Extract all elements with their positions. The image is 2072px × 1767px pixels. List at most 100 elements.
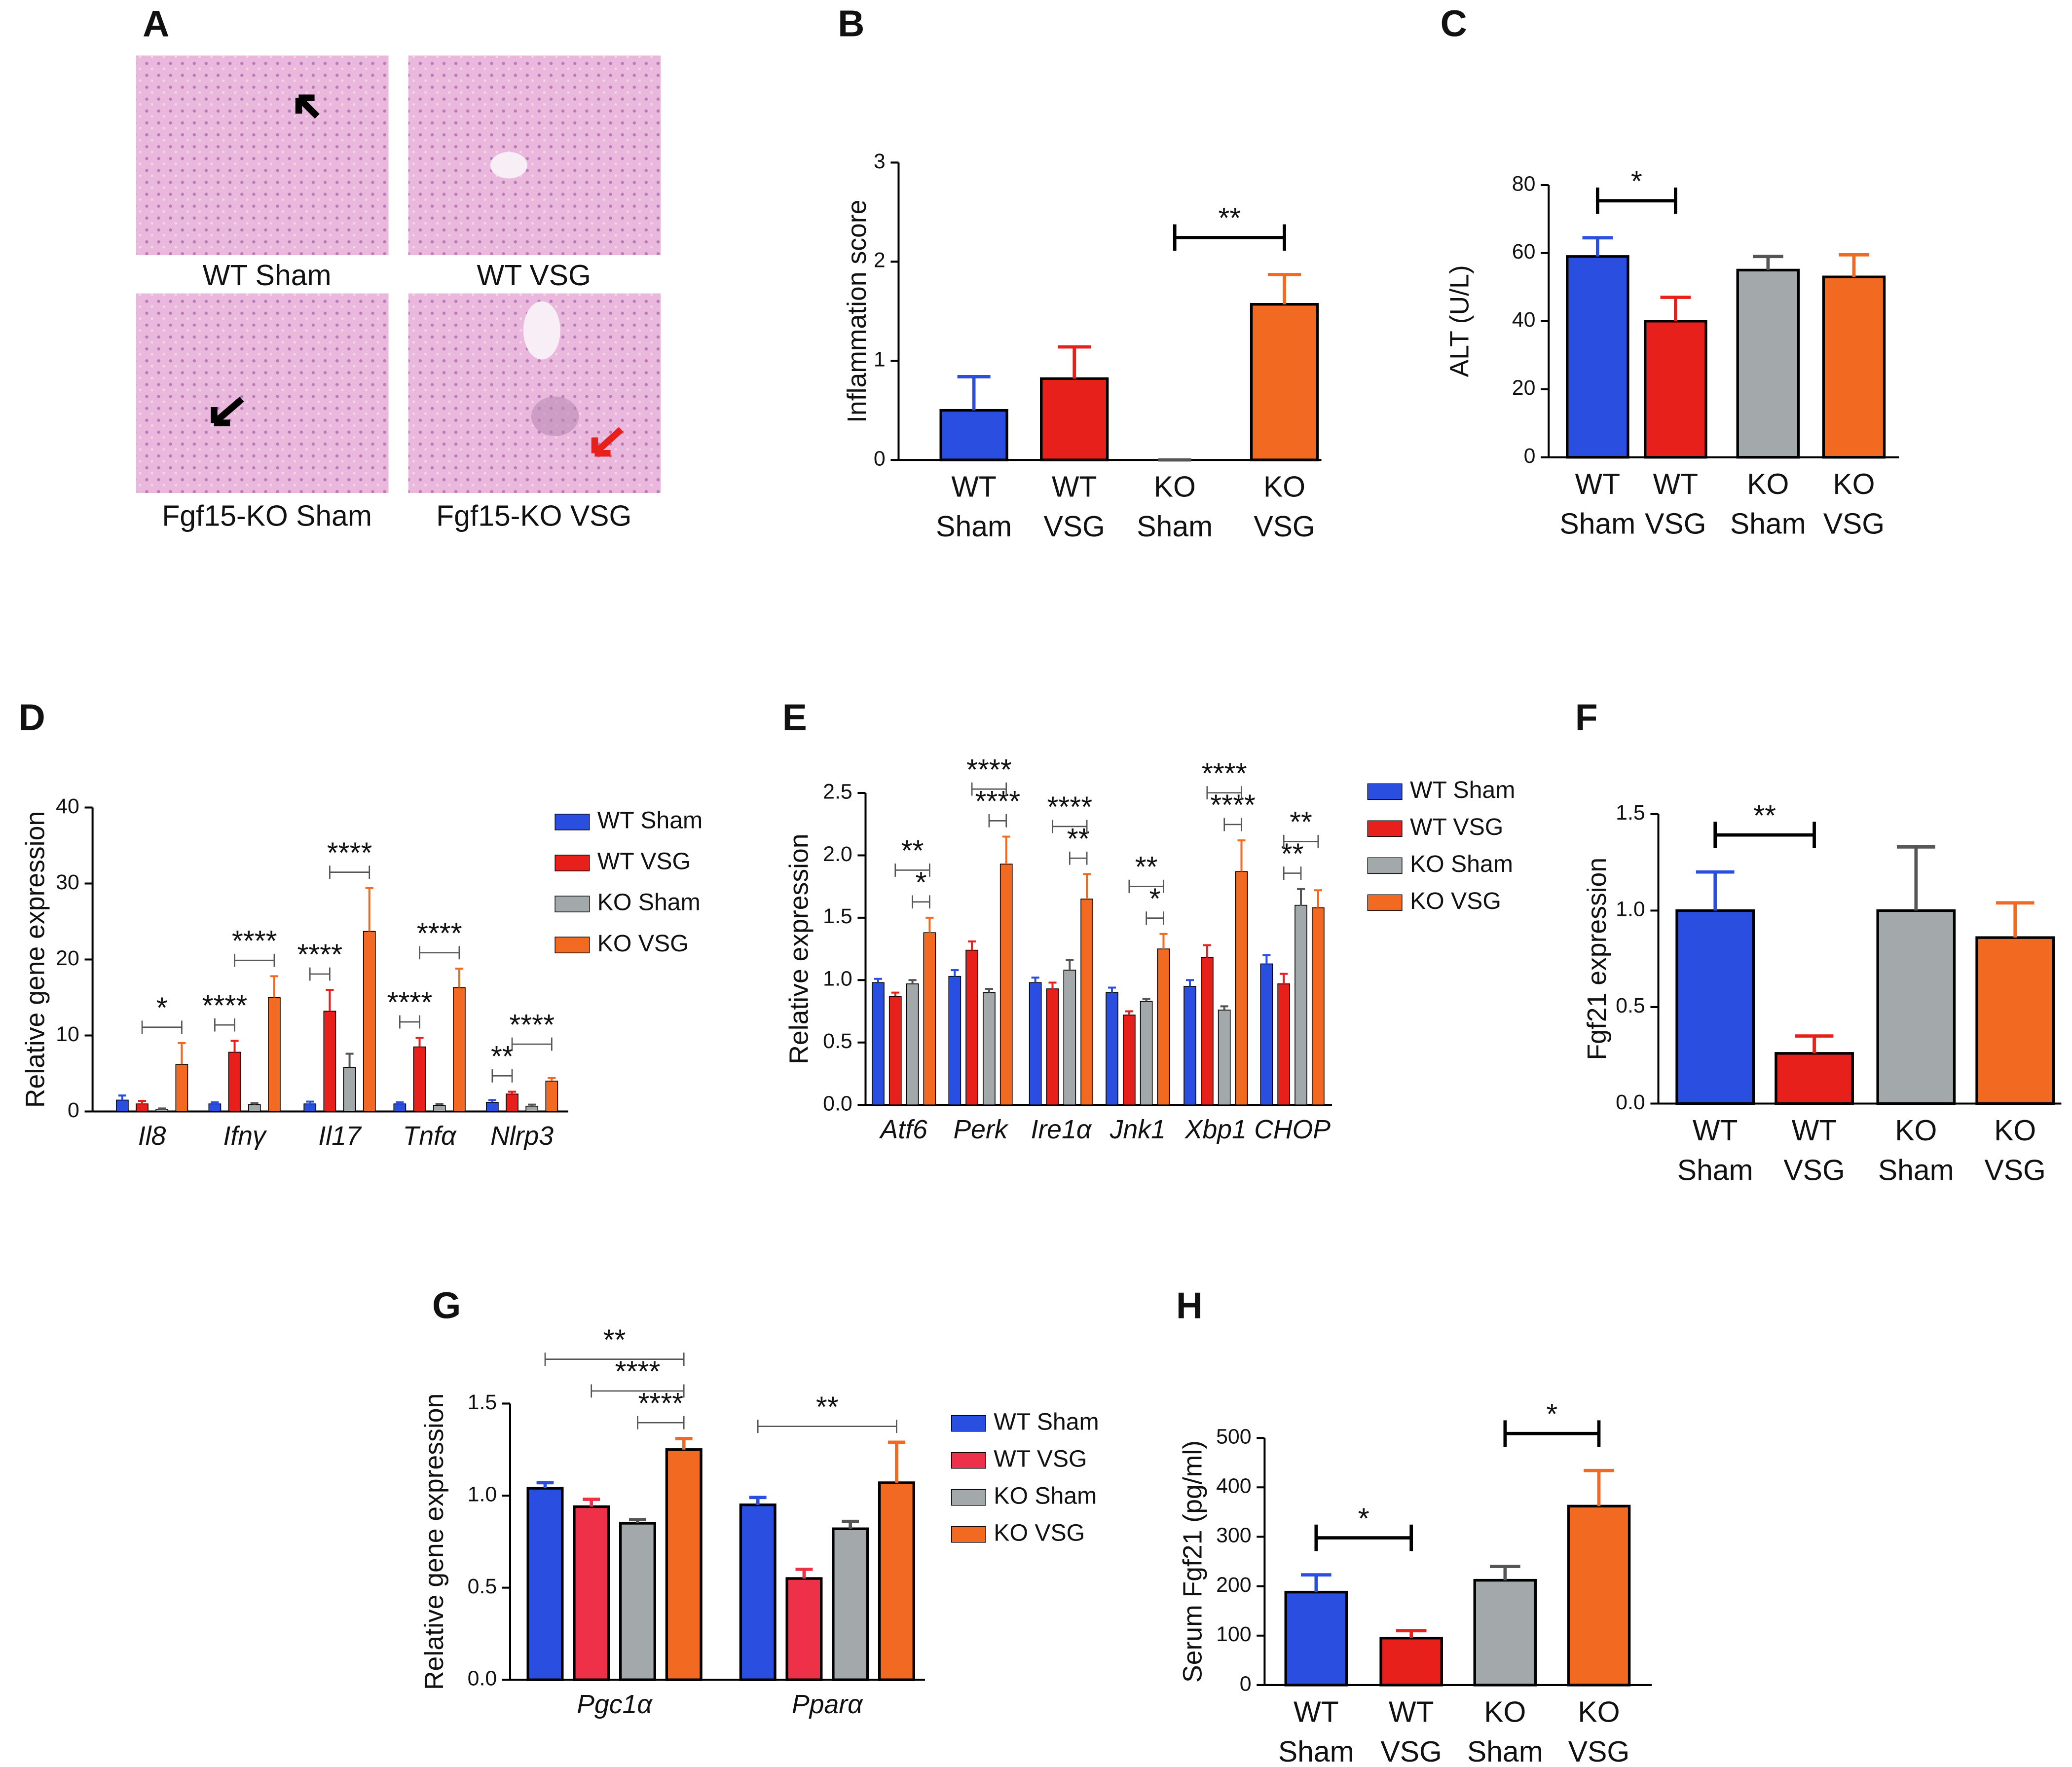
chart: C ALT (U/L) 0 20 40 60 80 WT Sham WT VSG KO Sham KO VS… xyxy=(1441,2,1899,540)
bar xyxy=(506,1093,518,1112)
error-bar xyxy=(891,991,899,997)
error-bar xyxy=(1795,1034,1834,1053)
y-tick-label: 80 xyxy=(1512,172,1536,195)
error-bar xyxy=(1268,273,1301,304)
bar xyxy=(343,1067,356,1112)
error-bar xyxy=(925,916,934,933)
x-tick-label: Sham xyxy=(1467,1736,1543,1767)
chart: D Relative gene expression 0 10 20 30 40 Il8 Ifn… xyxy=(19,697,703,1151)
error-bar xyxy=(528,1103,536,1106)
bar xyxy=(208,1103,222,1112)
y-tick-label: 0.0 xyxy=(468,1667,497,1691)
error-bar xyxy=(326,989,334,1012)
significance-bracket xyxy=(234,953,275,967)
bar xyxy=(303,1103,317,1112)
error-bar xyxy=(415,1037,424,1047)
x-tick-label: Atf6 xyxy=(879,1115,927,1144)
vessel xyxy=(490,152,527,179)
error-bar xyxy=(985,987,993,993)
error-bar xyxy=(118,1094,126,1100)
bar xyxy=(1080,899,1093,1105)
x-tick-label: Pgc1α xyxy=(577,1690,653,1719)
panel-label: A xyxy=(143,2,169,44)
x-tick-label: KO xyxy=(1154,471,1196,503)
error-bar xyxy=(1996,901,2035,938)
bar xyxy=(433,1105,446,1112)
panel-label: E xyxy=(782,697,807,738)
error-bar xyxy=(1696,870,1735,911)
caption: WT VSG xyxy=(477,260,591,292)
error-bar xyxy=(270,975,278,998)
significance-label: ** xyxy=(1281,838,1304,870)
bar xyxy=(739,1504,777,1681)
significance-bracket xyxy=(591,1384,685,1398)
y-tick-label: 20 xyxy=(1512,376,1536,400)
significance-label: **** xyxy=(387,987,433,1019)
legend-label: KO VSG xyxy=(994,1519,1085,1546)
legend-swatch xyxy=(951,1526,986,1543)
x-tick-label: Nlrp3 xyxy=(490,1122,554,1151)
bar xyxy=(785,1577,823,1681)
arrow xyxy=(211,396,244,426)
legend-label: WT VSG xyxy=(994,1445,1087,1472)
error-bar xyxy=(508,1090,517,1094)
y-tick-label: 0.5 xyxy=(823,1029,852,1053)
error-bar xyxy=(951,969,959,977)
y-tick-label: 200 xyxy=(1216,1573,1251,1597)
x-tick-label: Perk xyxy=(953,1115,1009,1144)
y-tick-label: 10 xyxy=(56,1022,79,1046)
significance-label: **** xyxy=(202,990,248,1022)
error-bar xyxy=(1262,954,1271,964)
x-tick-label: Sham xyxy=(1677,1154,1753,1186)
y-axis-label: Relative gene expression xyxy=(21,811,50,1108)
y-tick-label: 100 xyxy=(1216,1622,1251,1646)
bar xyxy=(983,992,996,1105)
bar xyxy=(1822,275,1886,459)
caption: Fgf15-KO VSG xyxy=(436,500,631,532)
legend-swatch xyxy=(1367,894,1403,911)
significance-label: * xyxy=(916,866,927,899)
y-tick-label: 300 xyxy=(1216,1524,1251,1547)
legend-swatch xyxy=(951,1415,986,1432)
chart: B Inflammation score 0 1 2 3 WT Sham WT VSG KO Sham… xyxy=(838,2,1322,543)
bar xyxy=(453,987,466,1112)
bar xyxy=(1473,1579,1537,1687)
x-tick-label: WT xyxy=(1052,471,1097,503)
legend-label: KO Sham xyxy=(994,1482,1097,1509)
legend-label: WT VSG xyxy=(1410,814,1503,840)
legend-swatch xyxy=(951,1452,986,1469)
bar xyxy=(268,997,281,1112)
significance-bracket xyxy=(1069,851,1088,865)
x-tick-label: Il17 xyxy=(318,1122,362,1151)
bar xyxy=(393,1103,407,1112)
bar xyxy=(228,1052,241,1112)
bar xyxy=(1311,907,1325,1105)
x-tick-label: KO xyxy=(1263,471,1305,503)
error-bar xyxy=(1280,973,1288,984)
legend-swatch xyxy=(1367,783,1403,800)
error-bar xyxy=(250,1102,259,1105)
error-bar xyxy=(842,1519,859,1529)
error-bar xyxy=(1031,977,1039,983)
chart: H Serum Fgf21 (pg/ml) 0 100 200 300 400 500 WT Sh… xyxy=(1176,1284,1652,1767)
bar xyxy=(1200,957,1214,1105)
legend-label: KO VSG xyxy=(1410,888,1501,914)
significance-label: ** xyxy=(1067,823,1090,855)
y-tick-label: 0.0 xyxy=(823,1091,852,1115)
y-tick-label: 0.0 xyxy=(1616,1090,1645,1114)
error-bar xyxy=(1660,296,1691,321)
error-bar xyxy=(1058,345,1091,379)
legend-swatch xyxy=(555,814,590,830)
error-bar xyxy=(230,1040,239,1053)
bar xyxy=(1040,377,1109,461)
x-tick-label: WT xyxy=(1653,468,1699,500)
bar xyxy=(413,1046,426,1112)
significance-label: **** xyxy=(1210,790,1256,822)
y-axis-label: ALT (U/L) xyxy=(1445,265,1475,377)
significance-label: **** xyxy=(417,918,462,950)
y-tick-label: 1.0 xyxy=(468,1482,497,1506)
bar xyxy=(116,1099,129,1112)
significance-label: **** xyxy=(509,1009,555,1041)
